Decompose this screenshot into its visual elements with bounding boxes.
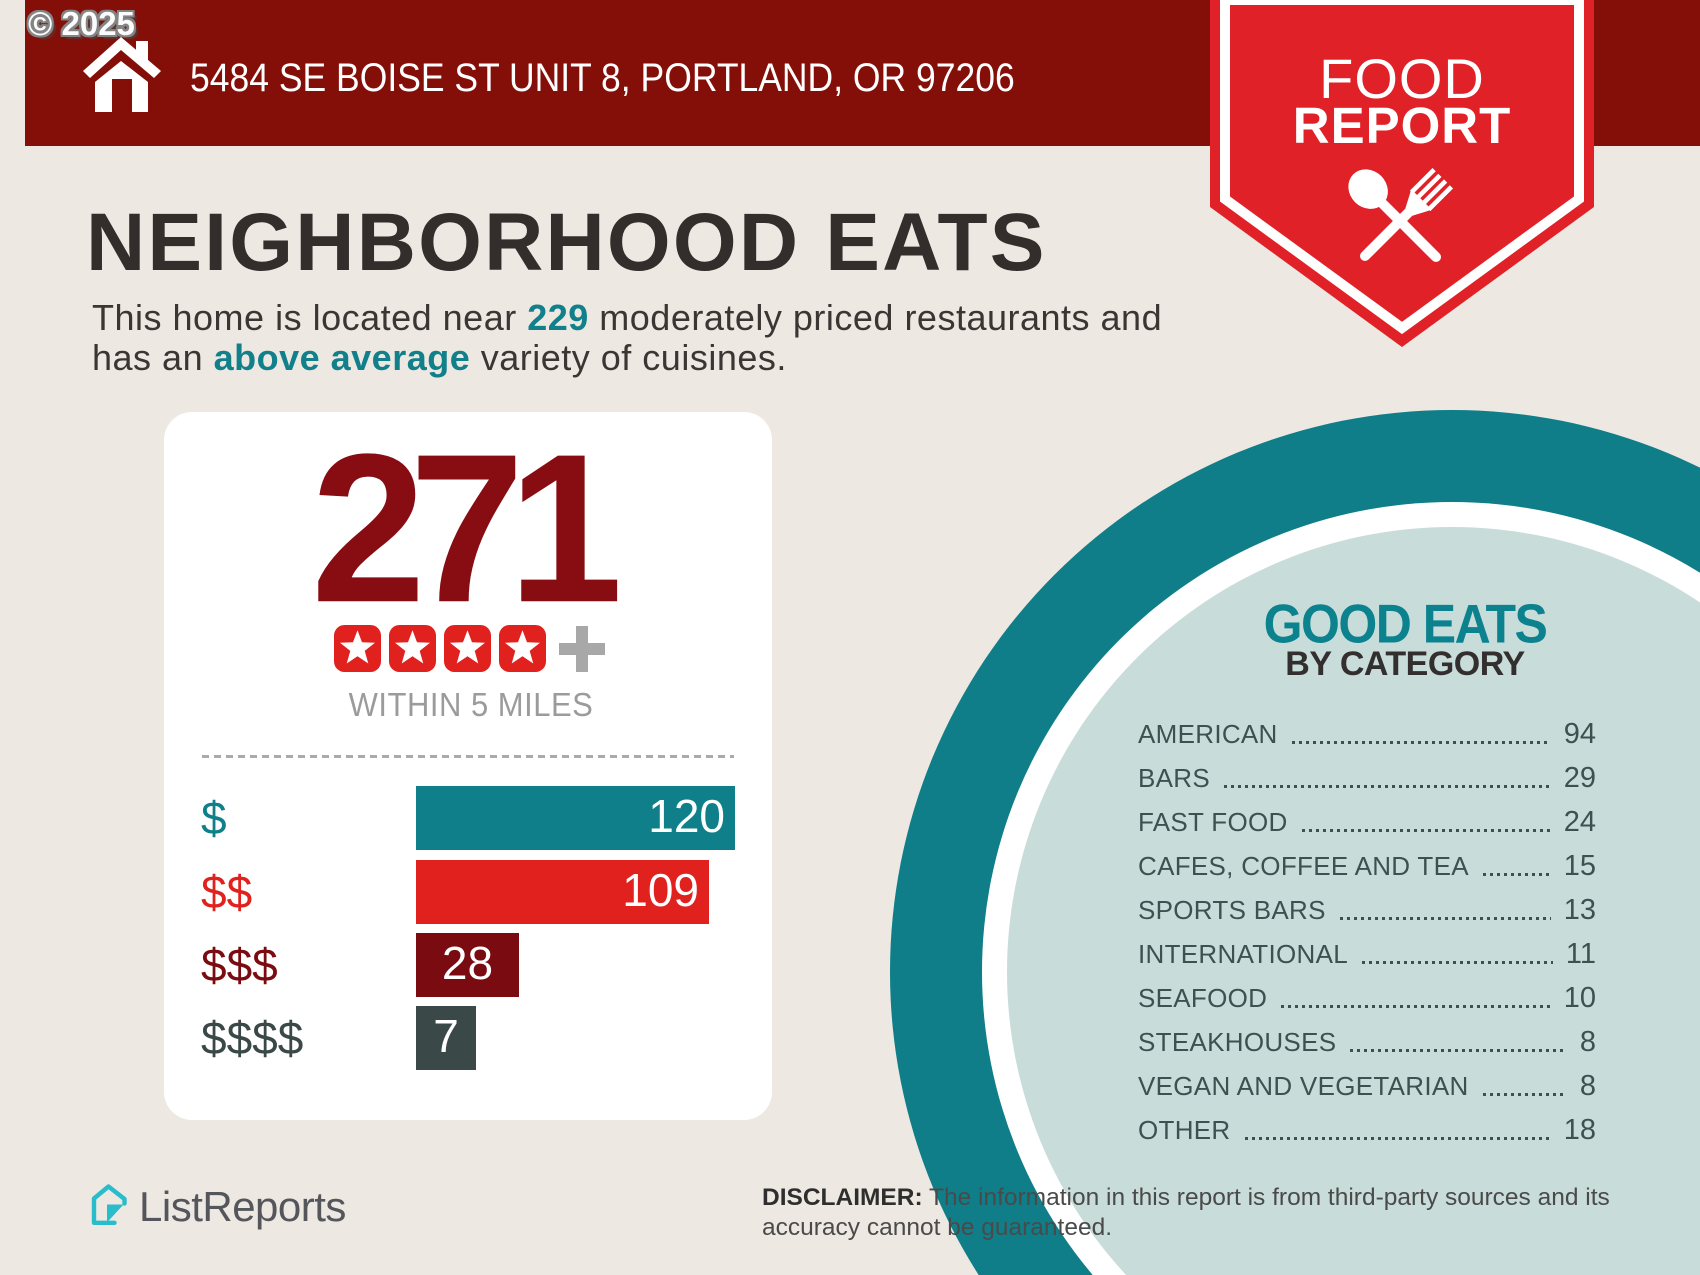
svg-text:REPORT: REPORT	[1293, 97, 1512, 154]
svg-text:FOOD: FOOD	[1319, 47, 1485, 110]
